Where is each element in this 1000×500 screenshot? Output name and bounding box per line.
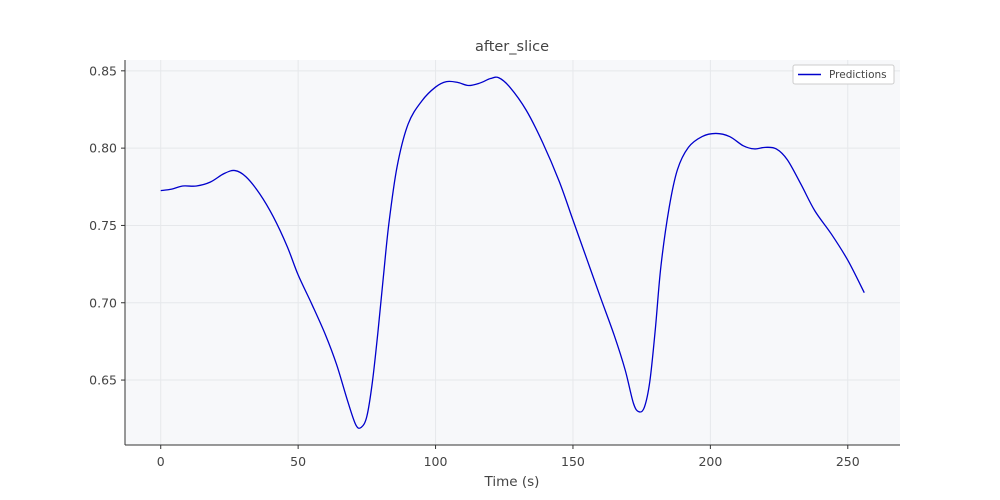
x-tick-label: 0 — [157, 454, 165, 469]
series-line-predictions — [160, 76, 865, 429]
legend-box — [792, 64, 895, 85]
legend-label: Predictions — [829, 69, 887, 81]
x-ticks: 0 50 100 150 200 250 — [157, 445, 860, 469]
plot-area — [125, 60, 900, 445]
y-ticks: 0.65 0.70 0.75 0.80 0.85 — [89, 63, 125, 388]
legend: Predictions — [792, 64, 895, 85]
y-tick-label: 0.65 — [89, 373, 117, 388]
y-tick-label: 0.85 — [89, 63, 117, 78]
y-tick-label: 0.80 — [89, 141, 117, 156]
grid — [125, 60, 900, 445]
axes — [124, 60, 900, 446]
x-tick-label: 100 — [424, 454, 448, 469]
y-tick-label: 0.70 — [89, 295, 117, 310]
series — [160, 76, 865, 429]
x-tick-label: 200 — [698, 454, 722, 469]
x-tick-label: 50 — [290, 454, 306, 469]
y-tick-label: 0.75 — [89, 218, 117, 233]
x-axis-label: Time (s) — [484, 474, 540, 490]
chart-title: after_slice — [475, 39, 549, 55]
x-tick-label: 250 — [836, 454, 860, 469]
x-tick-label: 150 — [561, 454, 585, 469]
